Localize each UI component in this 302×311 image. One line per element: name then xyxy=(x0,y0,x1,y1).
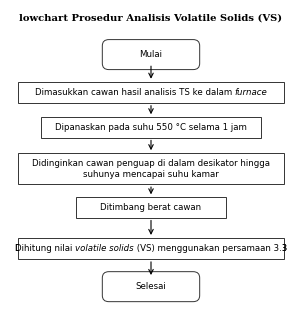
Bar xyxy=(18,153,284,184)
Bar xyxy=(76,197,226,218)
Text: (VS) menggunakan persamaan 3.3: (VS) menggunakan persamaan 3.3 xyxy=(134,244,287,253)
Text: furnace: furnace xyxy=(235,88,267,97)
Text: Mulai: Mulai xyxy=(140,50,162,59)
FancyBboxPatch shape xyxy=(102,39,200,70)
Text: Dihitung nilai volatile solids (VS) menggunakan persamaan 3.3: Dihitung nilai volatile solids (VS) meng… xyxy=(15,244,287,253)
Text: volatile solids: volatile solids xyxy=(75,244,134,253)
Bar xyxy=(41,117,261,137)
Text: Dimasukkan cawan hasil analisis TS ke dalam: Dimasukkan cawan hasil analisis TS ke da… xyxy=(35,88,235,97)
Text: lowchart Prosedur Analisis Volatile Solids (VS): lowchart Prosedur Analisis Volatile Soli… xyxy=(19,14,283,23)
Text: Dimasukkan cawan hasil analisis TS ke dalam furnace: Dimasukkan cawan hasil analisis TS ke da… xyxy=(34,88,268,97)
Bar xyxy=(18,238,284,259)
Text: Dihitung nilai: Dihitung nilai xyxy=(15,244,75,253)
Bar xyxy=(19,239,283,258)
Text: Dipanaskan pada suhu 550 °C selama 1 jam: Dipanaskan pada suhu 550 °C selama 1 jam xyxy=(55,123,247,132)
Text: Didinginkan cawan penguap di dalam desikator hingga
suhunya mencapai suhu kamar: Didinginkan cawan penguap di dalam desik… xyxy=(32,159,270,179)
Text: Ditimbang berat cawan: Ditimbang berat cawan xyxy=(101,203,201,212)
Text: Selesai: Selesai xyxy=(136,282,166,291)
FancyBboxPatch shape xyxy=(102,272,200,302)
Bar xyxy=(19,83,283,101)
Bar xyxy=(18,81,284,103)
